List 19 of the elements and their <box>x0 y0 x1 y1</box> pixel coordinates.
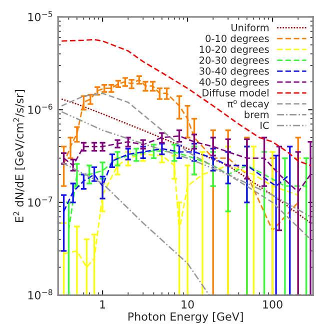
legend-label: brem <box>244 110 268 118</box>
legend-label: IC <box>260 122 269 130</box>
legend-label: 0-10 degrees <box>206 34 269 44</box>
x-tick-label: 10 <box>182 300 194 309</box>
y-tick-label: 10$^{−8}$ <box>28 289 52 300</box>
x-tick-label: 1 <box>100 300 106 308</box>
legend-label: Uniform <box>232 24 268 32</box>
y-tick-label: 10$^{−6}$ <box>28 104 52 114</box>
legend-label: 30-40 degrees <box>200 67 269 77</box>
y-axis-title: E$^{2}$ dN/dE [GeV/cm$^{2}$/s/sr] <box>13 90 25 222</box>
legend-label: 10-20 degrees <box>200 45 269 55</box>
x-tick-label: 100 <box>263 300 282 309</box>
x-axis-title: Photon Energy [GeV] <box>128 312 243 323</box>
legend-label: 40-50 degrees <box>199 78 269 88</box>
legend-label: π⁰ decay <box>228 100 270 110</box>
legend-label: 20-30 degrees <box>200 56 269 66</box>
y-tick-label: 10$^{−5}$ <box>28 11 52 22</box>
y-tick-label: 10$^{−7}$ <box>28 196 52 207</box>
legend-label: Diffuse model <box>202 88 268 96</box>
